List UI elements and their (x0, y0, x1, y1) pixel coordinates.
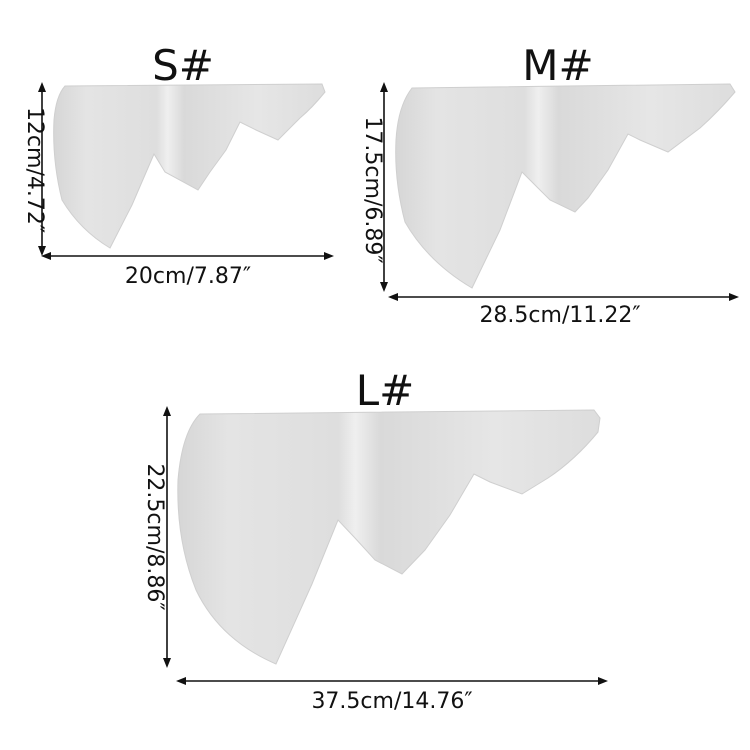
shelf-l-shape (177, 409, 601, 665)
size-l-height-label: 22.5cm/8.86″ (142, 463, 167, 610)
size-s-label: S# (152, 41, 214, 90)
size-m-label: M# (522, 41, 593, 90)
size-l-label: L# (356, 366, 415, 415)
size-s-group: S# 12cm/4.72″ 20cm/7.87″ (22, 41, 334, 289)
shelf-m-shape (395, 83, 736, 289)
size-m-height-label: 17.5cm/6.89″ (360, 116, 385, 263)
size-s-height-label: 12cm/4.72″ (22, 107, 47, 233)
size-l-group: L# 22.5cm/8.86″ 37.5cm/14.76″ (142, 366, 608, 714)
size-m-width-label: 28.5cm/11.22″ (479, 303, 640, 328)
size-m-group: M# 17.5cm/6.89″ 28.5cm/11.22″ (360, 41, 739, 328)
size-l-width-label: 37.5cm/14.76″ (311, 689, 472, 714)
size-s-width-label: 20cm/7.87″ (125, 264, 251, 289)
shelf-s-shape (53, 83, 326, 249)
